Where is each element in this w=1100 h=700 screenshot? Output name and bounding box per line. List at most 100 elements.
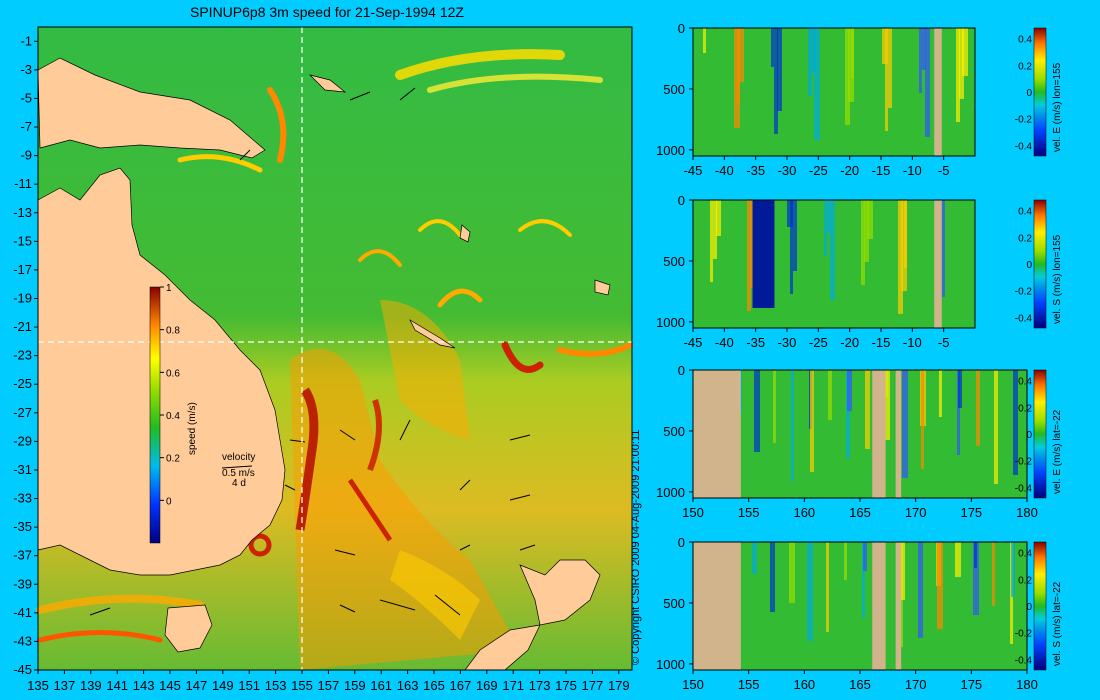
section-streak <box>773 370 776 443</box>
section-streak <box>826 542 829 632</box>
map-x-tick-label: 177 <box>582 678 604 693</box>
section-colorbar-tick-label: 0.4 <box>1018 207 1032 218</box>
section-streak <box>862 542 865 618</box>
section-colorbar-tick-label: -0.4 <box>1015 141 1033 152</box>
map-x-tick-label: 135 <box>27 678 49 693</box>
section-field <box>693 542 1027 670</box>
section-x-tick-label: -40 <box>715 163 734 178</box>
section-field <box>693 370 1027 498</box>
section-streak <box>848 28 854 102</box>
solomon-islands <box>308 74 347 93</box>
section-x-tick-label: 155 <box>738 505 760 520</box>
section-colorbar-label: vel. E (m/s) lon=155 <box>1052 62 1063 152</box>
section-jet <box>752 200 775 308</box>
section-x-tick-label: 150 <box>682 677 704 692</box>
map-y-tick-label: -1 <box>20 33 32 48</box>
map-y-tick-label: -21 <box>13 319 32 334</box>
section-streak <box>941 200 945 297</box>
land <box>37 57 611 671</box>
velocity-vectors <box>89 87 536 616</box>
map-y-tick-label: -25 <box>13 376 32 391</box>
section-streak <box>921 370 924 469</box>
fiji <box>594 279 611 296</box>
section-x-tick-label: 160 <box>793 505 815 520</box>
map-y-tick-label: -33 <box>13 491 32 506</box>
section-y-tick-label: 500 <box>663 254 685 269</box>
section-x-tick-label: 150 <box>682 505 704 520</box>
section-streak <box>863 542 867 571</box>
section-streak <box>713 200 717 259</box>
speed-colorbar-tick-label: 1 <box>166 283 172 294</box>
section-streak <box>740 28 744 82</box>
section-streak <box>900 542 905 600</box>
velocity-key-time: 4 d <box>232 478 246 489</box>
section-streak <box>919 28 922 93</box>
australia <box>37 167 286 576</box>
section-streak <box>747 200 751 311</box>
map-y-tick-label: -15 <box>13 233 32 248</box>
new-caledonia <box>409 319 456 349</box>
section-colorbar-tick-label: -0.4 <box>1015 655 1033 666</box>
section-colorbar-tick-label: 0 <box>1026 88 1032 99</box>
section-streak <box>703 28 706 53</box>
map-y-ticks: -1 -3 -5 -7 -9 -11 -13 -15 -17 -19 -21 -23 -25 -27 -29… <box>13 33 38 677</box>
map-y-tick-label: -39 <box>13 576 32 591</box>
section-streak <box>861 200 865 285</box>
map-y-tick-label: -37 <box>13 548 32 563</box>
section-y-tick-label: 0 <box>678 21 685 36</box>
new-zealand-north <box>519 559 601 626</box>
section-x-tick-label: -20 <box>840 335 859 350</box>
velocity-key-speed: 0.5 m/s <box>222 468 255 479</box>
speed-colorbar <box>149 286 161 544</box>
section-colorbar <box>1033 369 1047 499</box>
map-y-tick-label: -23 <box>13 348 32 363</box>
section-streak <box>750 200 755 288</box>
section-colorbar <box>1033 199 1047 329</box>
map-frame <box>37 26 633 671</box>
section-x-tick-label: -5 <box>938 163 950 178</box>
section-streak <box>992 542 995 606</box>
map-y-tick-label: -31 <box>13 462 32 477</box>
section-y-tick-label: 1000 <box>656 315 685 330</box>
map-y-tick-label: -27 <box>13 405 32 420</box>
chart-title: SPINUP6p8 3m speed for 21-Sep-1994 12Z <box>190 4 464 20</box>
map-x-tick-label: 161 <box>370 678 392 693</box>
section-x-tick-label: 170 <box>905 677 927 692</box>
section-colorbar-label: vel. S (m/s) lon=155 <box>1052 234 1063 324</box>
section-streak <box>885 28 888 131</box>
map-x-tick-label: 165 <box>423 678 445 693</box>
map-y-tick-label: -29 <box>13 433 32 448</box>
section-streak <box>752 542 757 574</box>
section-streak <box>974 542 977 568</box>
map-x-tick-label: 155 <box>291 678 313 693</box>
map-x-tick-label: 149 <box>212 678 234 693</box>
map-x-tick-label: 169 <box>476 678 498 693</box>
speed-colorbar-tick-label: 0.4 <box>166 411 180 422</box>
section-x-tick-label: -20 <box>840 163 859 178</box>
section-land <box>934 28 942 156</box>
section-streak <box>844 542 847 580</box>
east-australian-current <box>248 300 520 670</box>
map-y-tick-label: -45 <box>13 662 32 677</box>
map-x-tick-label: 171 <box>502 678 524 693</box>
section-colorbar-tick-label: 0.2 <box>1018 233 1032 244</box>
section-y-tick-label: 0 <box>678 363 685 378</box>
speed-map: 1 0.8 0.6 0.4 0.2 0 speed (m/s) velocity 0.5 … <box>13 26 633 693</box>
section-land <box>895 542 902 670</box>
section-streak <box>925 28 930 137</box>
map-x-tick-label: 163 <box>397 678 419 693</box>
section-streak <box>830 200 835 300</box>
section-streak <box>734 28 740 128</box>
map-y-tick-label: -9 <box>20 148 32 163</box>
section-x-tick-label: -35 <box>746 335 765 350</box>
current-features <box>36 49 633 643</box>
section-streak <box>811 28 816 73</box>
map-y-tick-label: -17 <box>13 262 32 277</box>
section-colorbar <box>1033 541 1047 671</box>
section-colorbar <box>1033 27 1047 157</box>
map-x-tick-label: 153 <box>265 678 287 693</box>
section-streak <box>898 200 903 314</box>
section-colorbar-label: vel. E (m/s) lat=-22 <box>1052 409 1063 494</box>
section-streak <box>939 370 942 417</box>
